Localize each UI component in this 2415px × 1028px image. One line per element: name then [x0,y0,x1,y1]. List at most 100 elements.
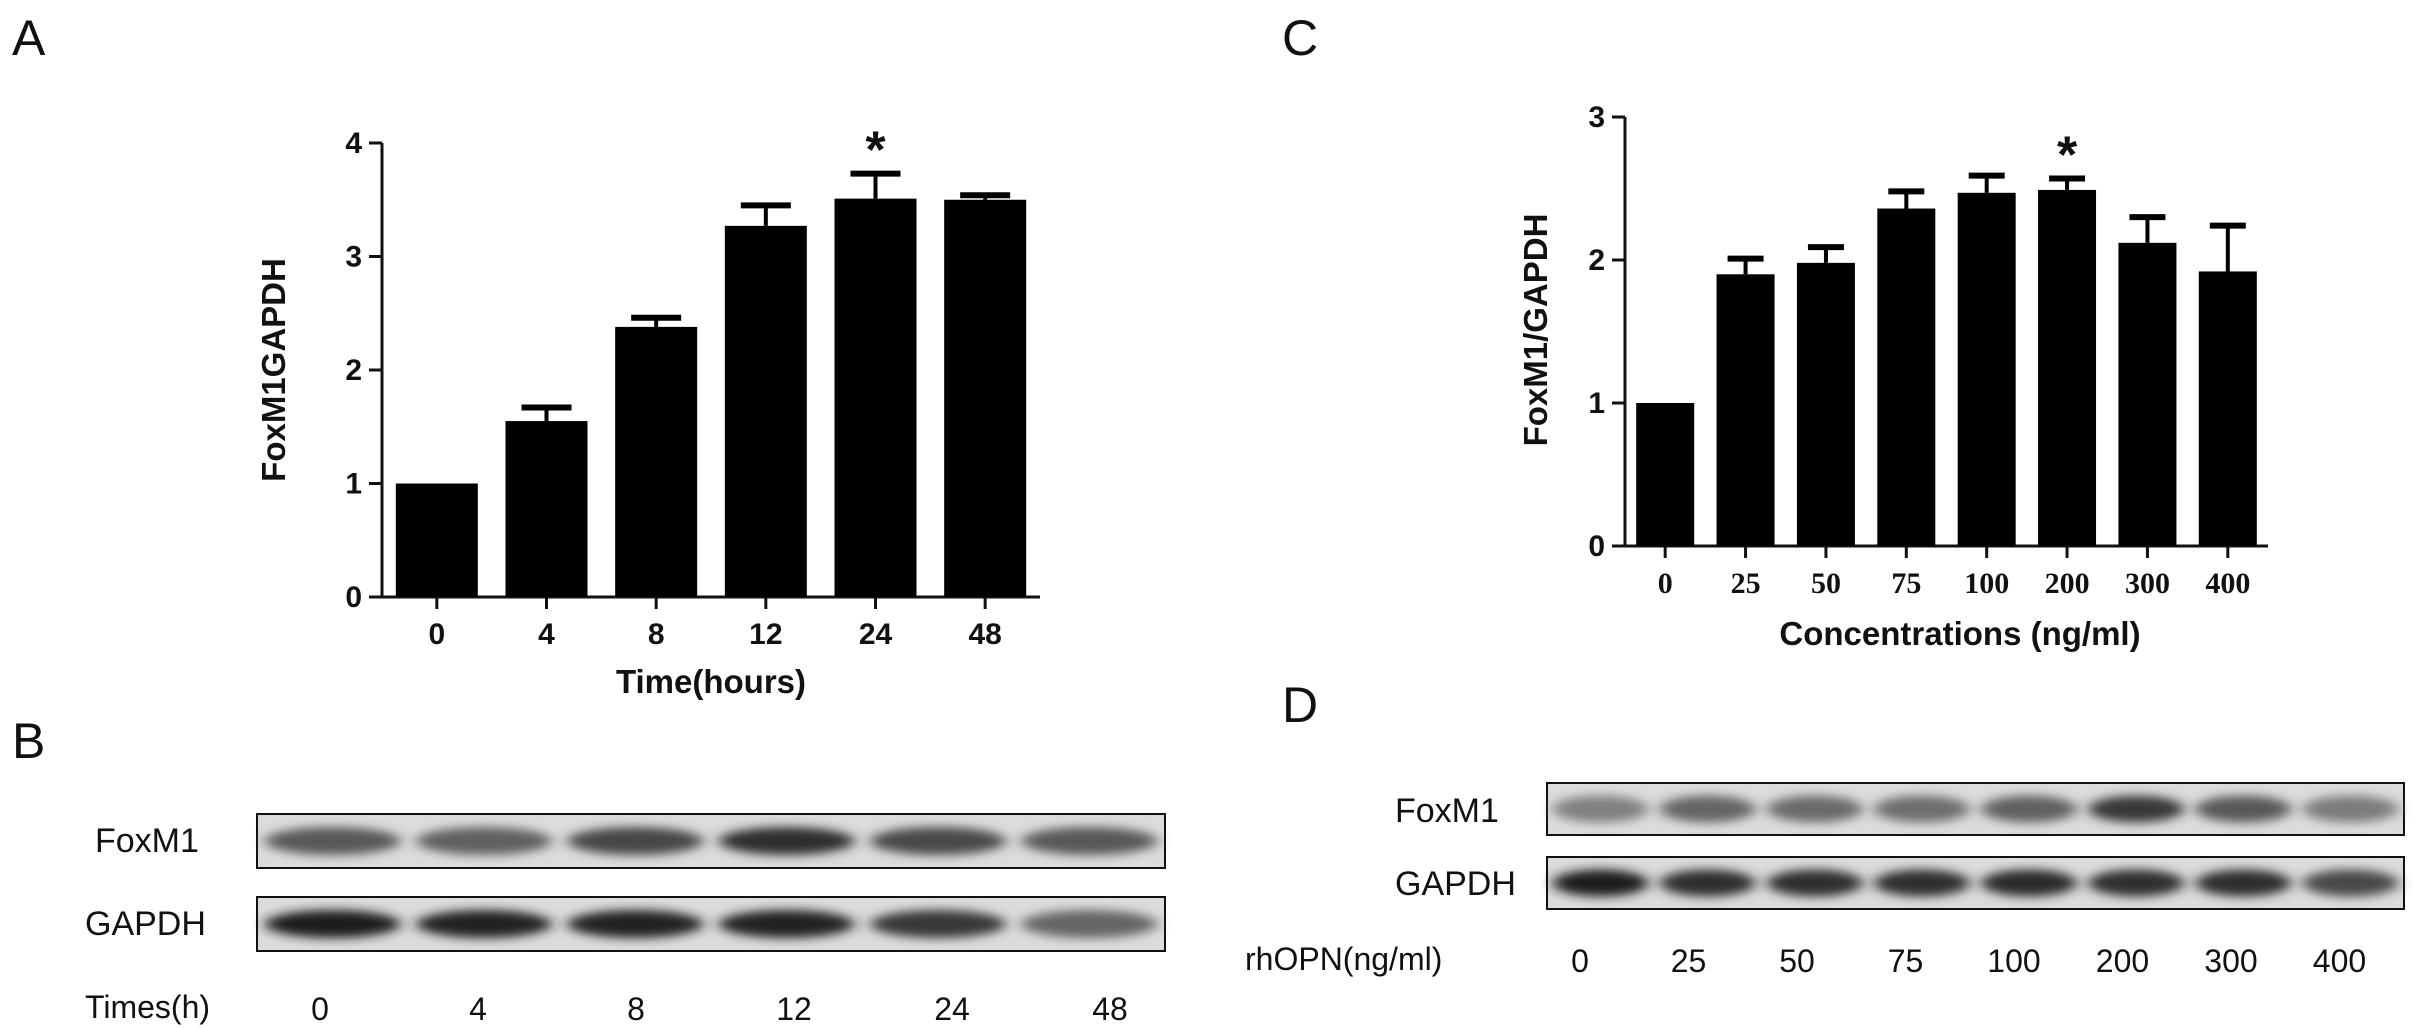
bar-48 [944,199,1027,597]
bar-12 [724,225,807,598]
band-gapdh-12 [718,909,855,939]
blot-d-bands [1552,795,2399,897]
band-foxm1-100 [1980,795,2078,823]
lane-label-24: 24 [934,991,970,1027]
bar-0 [395,483,478,597]
band-gapdh-0 [1552,869,1649,897]
bar-200 [2038,189,2097,546]
band-foxm1-12 [718,826,855,856]
band-gapdh-4 [415,909,553,939]
band-foxm1-200 [2087,795,2185,823]
chart-c-x-label: Concentrations (ng/ml) [1779,615,2140,652]
x-tick-label: 0 [428,618,445,651]
band-foxm1-48 [1021,826,1158,856]
panel-letter-c: C [1282,10,1318,66]
blot-b-row-foxm1: FoxM1 [95,822,199,860]
blot-d-row-foxm1: FoxM1 [1395,792,1499,830]
x-tick-label: 100 [1964,567,2009,600]
band-gapdh-25 [1659,869,1756,897]
x-tick-label: 0 [1658,567,1673,600]
blot-d-lane-labels: 0 25 50 75 100 200 300 400 [1571,943,2366,979]
chart-a-bars: * [395,122,1027,598]
chart-c-y-label: FoxM1/GAPDH [1517,214,1554,447]
blot-b-row-gapdh: GAPDH [85,905,206,943]
band-foxm1-4 [415,826,553,856]
band-gapdh-8 [567,909,704,939]
band-gapdh-48 [1021,909,1158,939]
y-tick-label: 0 [345,581,362,614]
x-tick-label: 200 [2045,567,2090,600]
bar-8 [615,326,698,597]
band-foxm1-300 [2195,795,2292,823]
x-tick-label: 8 [648,618,665,651]
band-gapdh-300 [2195,869,2292,897]
y-tick-label: 1 [1588,387,1605,420]
significance-star: * [2057,126,2078,184]
panel-letter-a: A [12,10,46,66]
x-tick-label: 50 [1811,567,1841,600]
x-tick-label: 4 [538,618,555,651]
band-foxm1-400 [2302,795,2399,823]
lane-label-400: 400 [2313,943,2366,979]
lane-label-12: 12 [776,991,812,1027]
chart-a-x-ticks: 0 4 8 12 24 48 [428,597,1002,651]
bar-4 [505,421,588,597]
lane-label-8: 8 [627,991,645,1027]
blot-b-lane-labels: 0 4 8 12 24 48 [311,991,1128,1027]
y-tick-label: 3 [345,241,362,274]
panel-letter-d: D [1282,677,1318,733]
band-foxm1-50 [1766,795,1864,823]
x-tick-label: 25 [1731,567,1761,600]
band-gapdh-75 [1873,869,1971,897]
band-foxm1-24 [869,826,1007,856]
band-foxm1-75 [1873,795,1971,823]
x-tick-label: 24 [859,618,893,651]
lane-label-0: 0 [311,991,329,1027]
y-tick-label: 4 [345,127,362,160]
bar-50 [1796,262,1855,546]
blot-d-lane-caption: rhOPN(ng/ml) [1245,941,1442,977]
bar-400 [2198,271,2257,546]
bar-25 [1716,274,1775,546]
lane-label-200: 200 [2096,943,2149,979]
band-gapdh-400 [2302,869,2399,897]
lane-label-0: 0 [1571,943,1589,979]
lane-label-4: 4 [469,991,487,1027]
x-tick-label: 300 [2125,567,2170,600]
blot-d-row-gapdh: GAPDH [1395,865,1516,903]
y-tick-label: 2 [1588,244,1605,277]
x-tick-label: 400 [2205,567,2250,600]
band-gapdh-0 [264,909,401,939]
panel-letter-b: B [12,713,45,769]
bar-100 [1957,192,2016,547]
chart-c: 0 1 2 3 * 0 25 50 75 100 200 300 400 Concentration… [1517,101,2268,652]
band-foxm1-8 [567,826,704,856]
band-gapdh-24 [869,909,1007,939]
bar-75 [1877,208,1936,546]
lane-label-48: 48 [1092,991,1128,1027]
blot-b-lane-caption: Times(h) [85,989,210,1025]
blot-b-bands [264,826,1158,939]
bar-0 [1636,403,1695,546]
blot-b-gapdh-strip [256,896,1166,952]
band-gapdh-100 [1980,869,2078,897]
y-tick-label: 3 [1588,101,1605,134]
band-gapdh-200 [2087,869,2185,897]
x-tick-label: 12 [749,618,782,651]
lane-label-300: 300 [2204,943,2257,979]
chart-c-y-ticks: 0 1 2 3 [1588,101,1625,563]
band-gapdh-50 [1766,869,1864,897]
chart-a-x-label: Time(hours) [616,663,806,700]
lane-label-100: 100 [1987,943,2040,979]
band-foxm1-0 [264,826,401,856]
western-blot-d: FoxM1 GAPDH rhOPN(ng/ml) 0 25 50 75 100 200 30… [1245,782,2405,979]
chart-c-x-ticks: 0 25 50 75 100 200 300 400 [1658,546,2250,600]
x-tick-label: 48 [968,618,1001,651]
significance-star: * [865,122,886,180]
chart-a-y-ticks: 0 1 2 3 4 [345,127,382,614]
y-tick-label: 1 [345,468,362,501]
chart-c-bars: * [1636,126,2257,547]
